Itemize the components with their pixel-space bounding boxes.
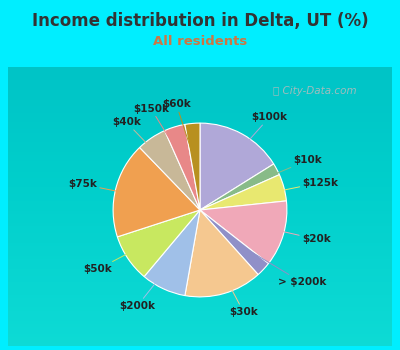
Wedge shape: [200, 123, 274, 210]
Text: > $200k: > $200k: [233, 241, 326, 287]
Wedge shape: [185, 210, 258, 297]
Wedge shape: [165, 124, 200, 210]
Wedge shape: [200, 201, 287, 264]
Text: $125k: $125k: [244, 177, 338, 198]
Text: $60k: $60k: [162, 99, 196, 165]
Wedge shape: [200, 210, 268, 275]
Text: Income distribution in Delta, UT (%): Income distribution in Delta, UT (%): [32, 12, 368, 30]
Text: $50k: $50k: [83, 235, 162, 274]
Wedge shape: [113, 147, 200, 237]
Wedge shape: [144, 210, 200, 296]
Text: $20k: $20k: [244, 223, 331, 244]
Wedge shape: [117, 210, 200, 276]
Text: $150k: $150k: [133, 104, 187, 167]
Text: $200k: $200k: [119, 251, 181, 311]
Wedge shape: [140, 131, 200, 210]
Wedge shape: [200, 164, 279, 210]
Text: $100k: $100k: [222, 112, 287, 170]
Text: All residents: All residents: [153, 35, 247, 48]
Text: $75k: $75k: [68, 179, 156, 199]
Text: ⓘ City-Data.com: ⓘ City-Data.com: [273, 86, 357, 96]
Wedge shape: [200, 175, 286, 210]
Text: $40k: $40k: [112, 117, 175, 173]
Text: $30k: $30k: [212, 253, 258, 317]
Text: $10k: $10k: [240, 155, 322, 189]
Wedge shape: [185, 123, 200, 210]
